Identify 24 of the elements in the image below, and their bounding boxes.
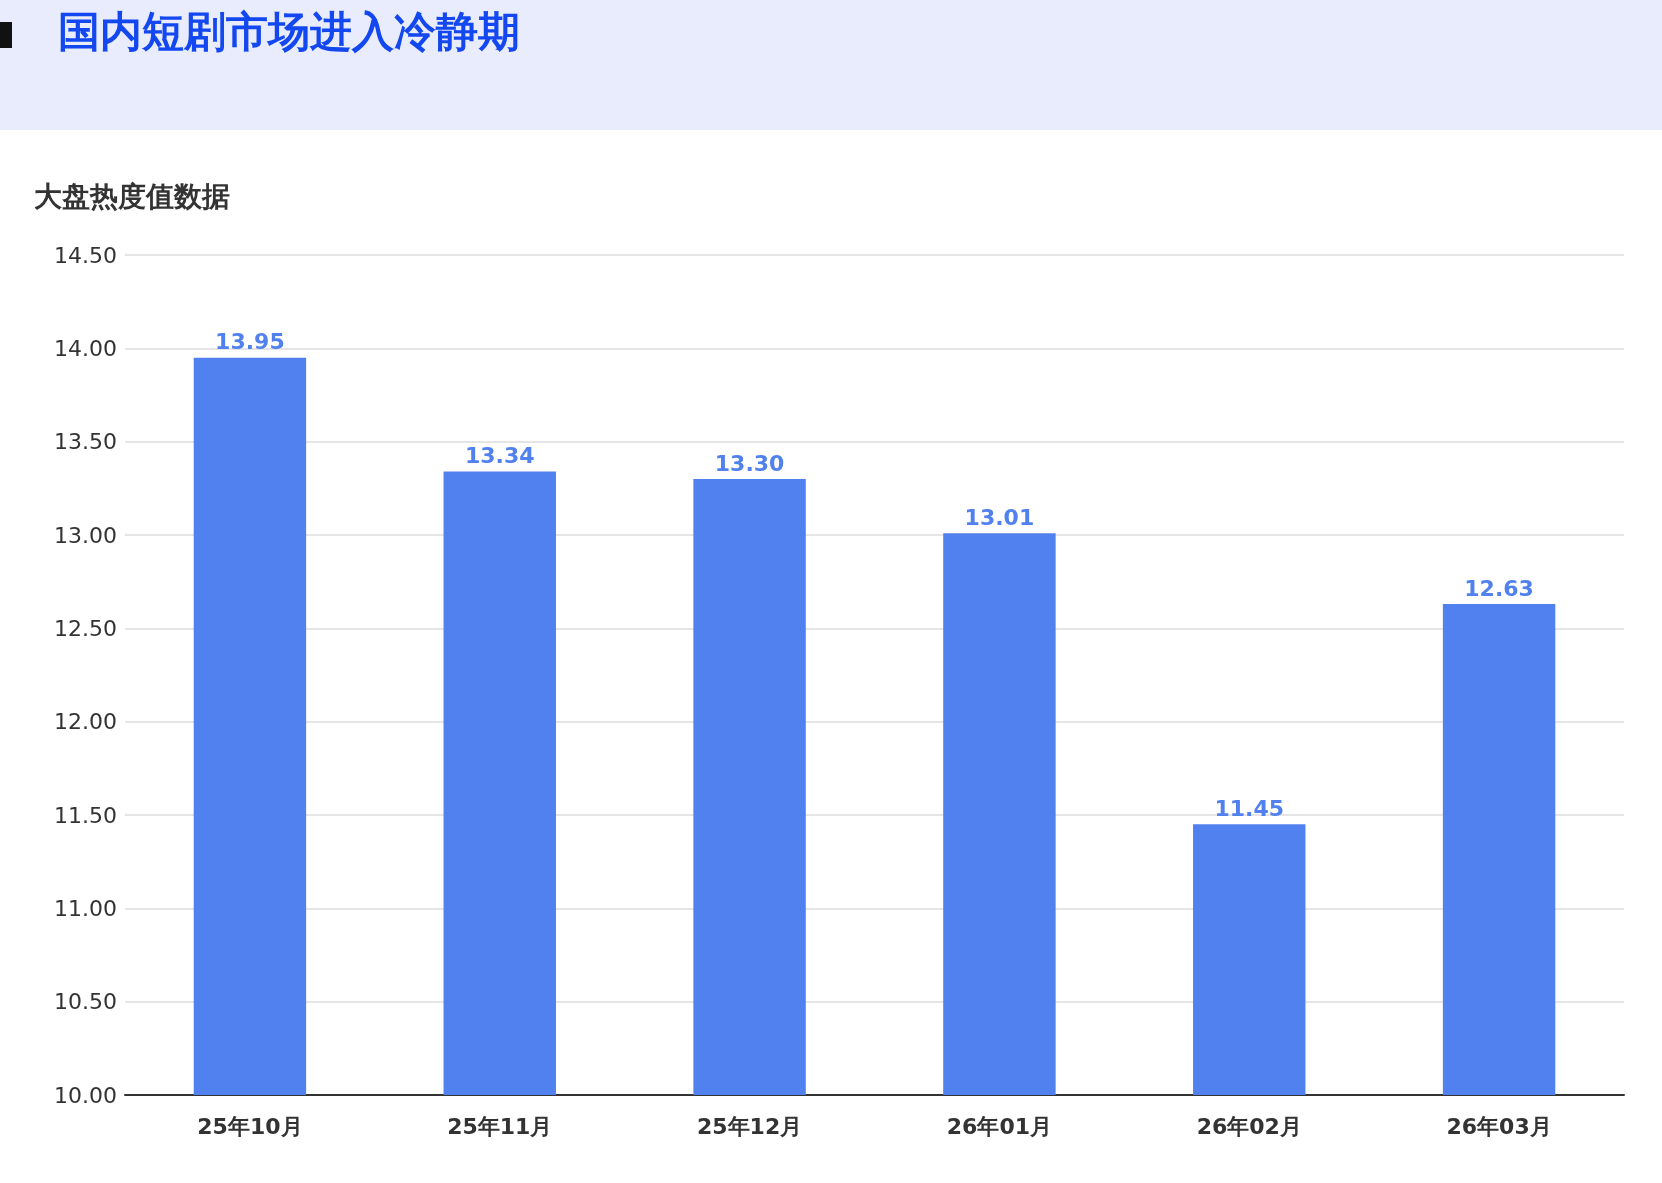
y-tick-label: 12.50 (54, 615, 117, 641)
data-label: 12.63 (1464, 575, 1534, 601)
x-tick-label: 26年02月 (1196, 1113, 1302, 1139)
y-tick-label: 13.00 (54, 522, 117, 548)
y-tick-label: 13.50 (54, 429, 117, 455)
y-tick-label: 10.00 (54, 1082, 117, 1108)
y-tick-label: 14.00 (54, 335, 117, 361)
x-tick-label: 25年11月 (447, 1113, 553, 1139)
x-tick-label: 26年01月 (946, 1113, 1053, 1139)
y-axis-title: 大盘热度值数据 (34, 179, 230, 215)
x-tick-label: 25年10月 (197, 1113, 303, 1139)
data-label: 11.45 (1214, 795, 1285, 821)
data-label: 13.95 (215, 329, 285, 355)
x-tick-label: 26年03月 (1446, 1113, 1552, 1139)
x-tick-label: 25年12月 (696, 1113, 803, 1139)
y-tick-label: 11.00 (54, 895, 117, 921)
y-tick-label: 10.50 (54, 989, 117, 1015)
y-tick-label: 14.50 (54, 242, 117, 268)
data-label: 13.34 (464, 443, 535, 469)
data-label: 13.30 (714, 450, 785, 476)
chart-title: 国内短剧市场进入冷静期 (58, 6, 520, 58)
data-label: 13.01 (964, 504, 1035, 530)
y-tick-label: 11.50 (54, 802, 117, 828)
y-tick-label: 12.00 (54, 709, 117, 735)
